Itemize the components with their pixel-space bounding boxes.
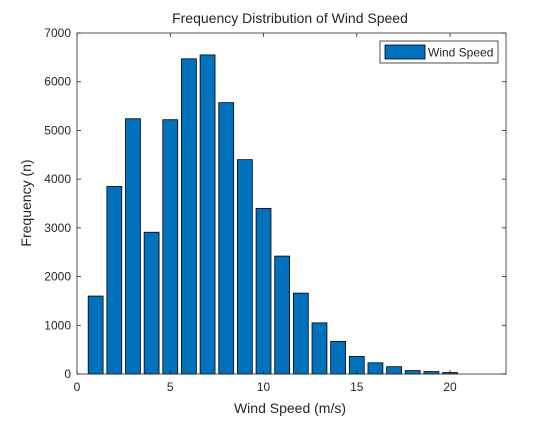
- y-axis-title: Frequency (n): [18, 159, 34, 246]
- x-tick-label: 5: [167, 380, 174, 394]
- bar: [87, 295, 104, 375]
- x-tick-label: 10: [257, 380, 271, 394]
- plot-background: [77, 33, 506, 374]
- bar: [162, 119, 179, 375]
- y-tick-label: 6000: [44, 75, 71, 89]
- bar: [218, 102, 235, 375]
- bar: [125, 118, 141, 375]
- bar: [330, 340, 346, 375]
- bar: [367, 362, 384, 375]
- y-tick-label: 4000: [44, 172, 71, 186]
- bar: [386, 366, 402, 375]
- x-tick-label: 15: [350, 380, 364, 394]
- bar: [143, 231, 160, 375]
- legend-swatch: [384, 44, 426, 60]
- plot-area: 0 5 10 15 20 0 1000 2000 3000 4000 5000 6000 7000 Win…: [44, 26, 507, 394]
- chart-title: Frequency Distribution of Wind Speed: [172, 10, 408, 26]
- bar: [106, 186, 123, 375]
- y-tick-label: 3000: [44, 221, 71, 235]
- bar: [292, 292, 309, 375]
- x-tick-label: 20: [443, 380, 457, 394]
- y-tick-label: 2000: [44, 270, 71, 284]
- y-tick-label: 7000: [44, 26, 71, 40]
- bar: [181, 58, 197, 375]
- y-tick-label: 5000: [44, 123, 71, 137]
- bar: [404, 370, 421, 375]
- legend-label: Wind Speed: [428, 46, 493, 60]
- bar: [237, 159, 253, 375]
- x-axis-title: Wind Speed (m/s): [234, 400, 346, 416]
- bar: [199, 54, 216, 375]
- x-tick-label: 0: [74, 380, 81, 394]
- bar: [311, 322, 328, 375]
- y-tick-label: 1000: [44, 318, 71, 332]
- bar: [255, 207, 272, 375]
- axes-box: [76, 32, 507, 375]
- bar: [274, 255, 291, 375]
- y-tick-label: 0: [64, 367, 71, 381]
